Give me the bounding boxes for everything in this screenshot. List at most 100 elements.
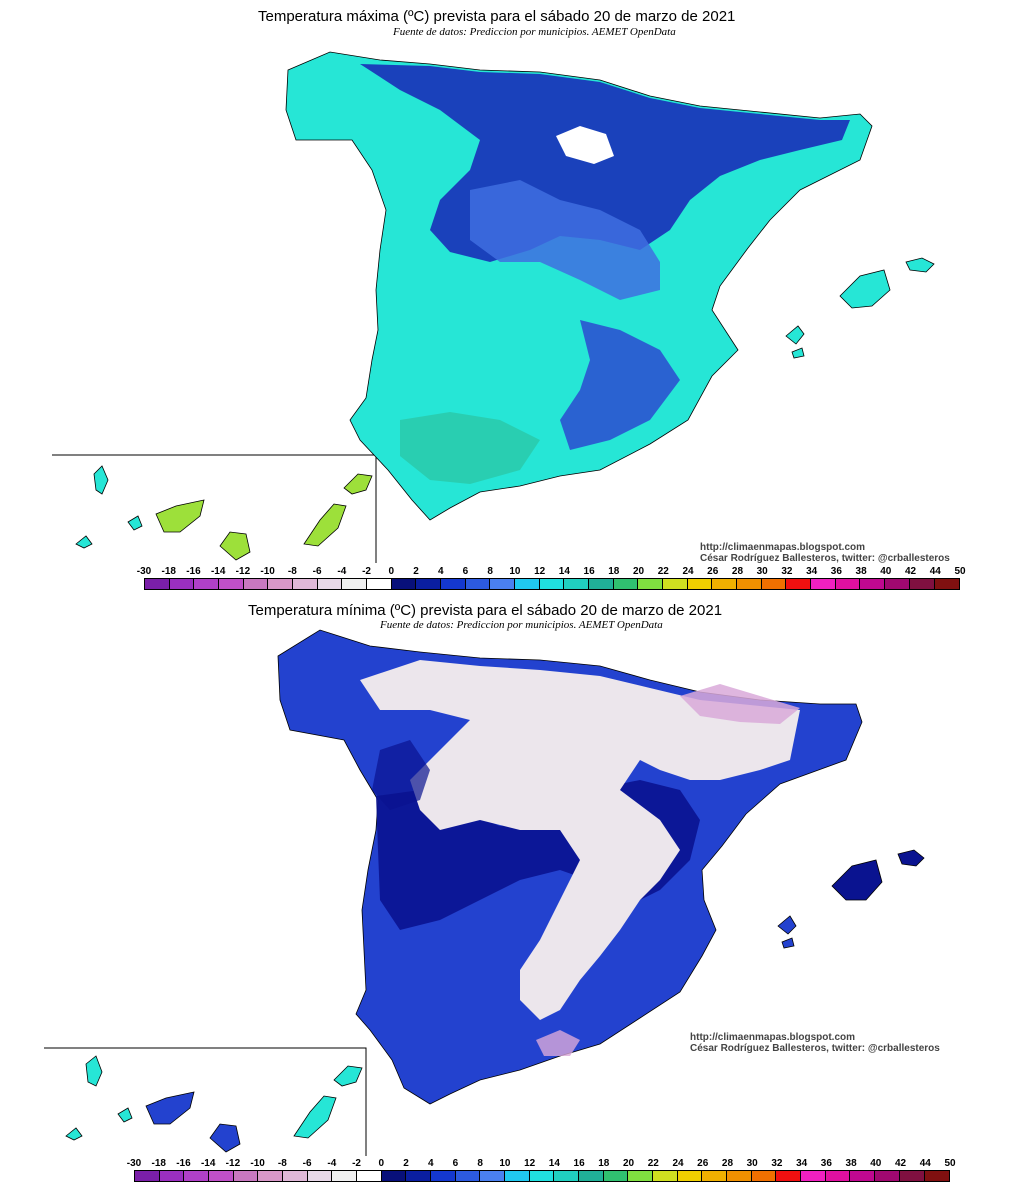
colorbar-tick-label: 24 <box>672 1158 684 1169</box>
colorbar-swatch <box>875 1171 900 1181</box>
fuerteventura-shape <box>293 1095 337 1139</box>
colorbar-swatch <box>169 579 195 589</box>
colorbar-swatch <box>885 579 910 589</box>
colorbar-swatch <box>786 579 812 589</box>
central-cold-region <box>470 180 660 300</box>
southeast-pink-region <box>536 1030 580 1056</box>
colorbar-swatch <box>391 579 417 589</box>
colorbar-swatch <box>712 579 738 589</box>
gran-canaria-shape <box>219 531 251 561</box>
southeast-cold-region <box>560 320 680 450</box>
colorbar-swatch <box>539 579 565 589</box>
colorbar-swatch <box>332 1171 358 1181</box>
colorbar-tick-label: 0 <box>388 566 395 577</box>
colorbar: -30 -18 -16 -14 -12 -10 -8 -6 -4 -2 0 2 4 6 8 10 12 14 16 1… <box>137 566 966 594</box>
colorbar-tick-label: 38 <box>845 1158 857 1169</box>
credit-block: http://climaenmapas.blogspot.com César R… <box>690 1032 940 1054</box>
colorbar-swatch <box>357 1171 382 1181</box>
colorbar-tick-label: 22 <box>647 1158 659 1169</box>
colorbar-swatch <box>342 579 368 589</box>
colorbar-swatch <box>194 579 220 589</box>
colorbar-tick-label: 16 <box>573 1158 585 1169</box>
colorbar-swatch <box>835 579 861 589</box>
colorbar-swatch <box>480 1171 506 1181</box>
panel-subtitle: Fuente de datos: Prediccion por municipi… <box>380 619 663 631</box>
mallorca-shape <box>831 859 883 901</box>
colorbar-tick-label: -10 <box>260 566 275 577</box>
colorbar-swatch <box>233 1171 259 1181</box>
la-palma-shape <box>85 1055 103 1087</box>
colorbar-swatch <box>677 1171 703 1181</box>
colorbar-swatch <box>554 1171 580 1181</box>
colorbar-tick-label: 18 <box>598 1158 610 1169</box>
colorbar-tick-label: 30 <box>756 566 768 577</box>
colorbar-tick-label: 50 <box>954 566 966 577</box>
colorbar-tick-label: 2 <box>403 1158 409 1169</box>
colorbar-tick-label: -12 <box>225 1158 241 1169</box>
menorca-shape <box>897 849 925 867</box>
colorbar-tick-label: 4 <box>427 1158 434 1169</box>
colorbar-swatch <box>441 579 466 589</box>
colorbar-swatch <box>850 1171 876 1181</box>
guadalquivir-region <box>400 412 540 484</box>
colorbar-tick-label: 20 <box>632 566 645 577</box>
colorbar-swatch <box>653 1171 678 1181</box>
colorbar-tick-label: 32 <box>781 566 793 577</box>
colorbar-tick-label: -12 <box>235 566 251 577</box>
colorbar-tick-label: 40 <box>870 1158 882 1169</box>
max-temperature-panel: Temperatura máxima (ºC) prevista para el… <box>52 8 966 594</box>
colorbar-swatches <box>144 578 960 590</box>
colorbar-swatch <box>801 1171 826 1181</box>
colorbar-swatch <box>431 1171 456 1181</box>
colorbar-swatch <box>613 579 639 589</box>
el-hierro-shape <box>75 535 93 549</box>
colorbar-tick-label: 2 <box>413 566 419 577</box>
colorbar-swatch <box>860 579 886 589</box>
colorbar-swatch <box>529 1171 555 1181</box>
colorbar-tick-label: 44 <box>929 566 941 577</box>
colorbar-swatch <box>727 1171 752 1181</box>
colorbar-swatch <box>184 1171 210 1181</box>
lanzarote-shape <box>333 1065 363 1087</box>
colorbar-swatch <box>406 1171 432 1181</box>
colorbar-tick-label: 50 <box>944 1158 956 1169</box>
formentera-shape <box>781 937 795 949</box>
colorbar-tick-label: -14 <box>210 566 226 577</box>
colorbar-tick-label: 10 <box>499 1158 511 1169</box>
colorbar-tick-label: -10 <box>250 1158 265 1169</box>
colorbar-swatch <box>416 579 442 589</box>
colorbar-swatch <box>455 1171 481 1181</box>
colorbar-tick-label: -4 <box>327 1158 337 1169</box>
colorbar-tick-label: 10 <box>509 566 521 577</box>
canarias-inset-frame <box>44 1047 367 1156</box>
colorbar-swatch <box>243 579 269 589</box>
panel-subtitle: Fuente de datos: Prediccion por municipi… <box>393 26 676 38</box>
panel-title: Temperatura mínima (ºC) prevista para el… <box>248 602 723 619</box>
colorbar-tick-label: 8 <box>487 566 493 577</box>
colorbar-tick-label: 28 <box>721 1158 734 1169</box>
colorbar-tick-label: 24 <box>682 566 694 577</box>
gran-canaria-shape <box>209 1123 241 1153</box>
colorbar-tick-label: 14 <box>558 566 570 577</box>
colorbar-tick-label: 40 <box>880 566 892 577</box>
colorbar-swatch <box>145 579 170 589</box>
colorbar-tick-label: -8 <box>277 1158 287 1169</box>
panel-title: Temperatura máxima (ºC) prevista para el… <box>258 8 736 25</box>
colorbar-tick-label: -18 <box>151 1158 166 1169</box>
snow-region <box>556 126 614 164</box>
colorbar-tick-label: 8 <box>477 1158 483 1169</box>
colorbar-tick-label: 18 <box>608 566 620 577</box>
west-dark-region <box>372 740 430 810</box>
colorbar-swatch <box>490 579 516 589</box>
colorbar-tick-label: 36 <box>830 566 842 577</box>
colorbar-tick-label: 38 <box>855 566 867 577</box>
colorbar-swatch <box>761 579 787 589</box>
colorbar-swatch <box>209 1171 234 1181</box>
colorbar-swatch <box>909 579 935 589</box>
colorbar-tick-label: -30 <box>126 1158 142 1169</box>
colorbar-swatch <box>219 579 244 589</box>
colorbar-swatch <box>317 579 343 589</box>
ibiza-shape <box>785 325 805 345</box>
colorbar-swatch <box>603 1171 629 1181</box>
colorbar-swatch <box>505 1171 530 1181</box>
